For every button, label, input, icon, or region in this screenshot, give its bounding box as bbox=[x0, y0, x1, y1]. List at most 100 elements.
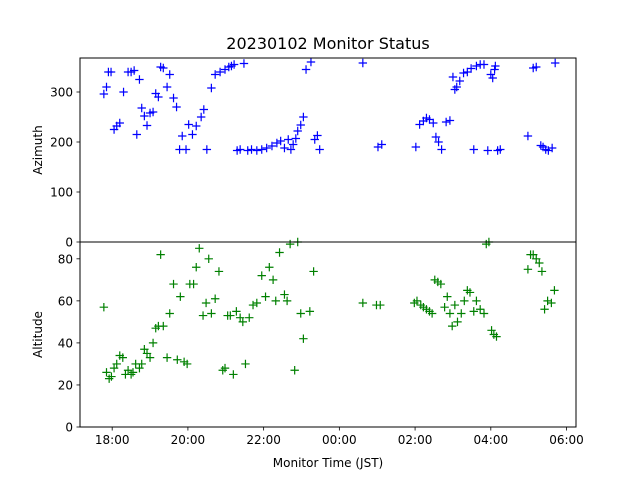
azimuth-point bbox=[550, 58, 560, 68]
altitude-point bbox=[112, 359, 121, 369]
altitude-point bbox=[268, 275, 278, 285]
altitude-point bbox=[492, 332, 501, 341]
altitude-point bbox=[107, 372, 116, 381]
azimuth-point bbox=[437, 145, 446, 154]
altitude-point bbox=[436, 279, 446, 289]
azimuth-series bbox=[99, 57, 560, 155]
altitude-y-tick-label: 60 bbox=[58, 294, 73, 308]
altitude-y-tick-label: 80 bbox=[58, 252, 73, 266]
azimuth-y-tick-label: 300 bbox=[50, 86, 73, 100]
altitude-point bbox=[550, 286, 559, 295]
altitude-point bbox=[238, 317, 248, 327]
azimuth-point bbox=[313, 131, 322, 140]
azimuth-point bbox=[459, 68, 468, 78]
azimuth-point bbox=[243, 146, 252, 155]
altitude-point bbox=[476, 305, 485, 314]
azimuth-point bbox=[523, 131, 533, 141]
azimuth-point bbox=[377, 140, 386, 149]
azimuth-point bbox=[455, 76, 464, 86]
x-tick-label: 04:00 bbox=[474, 433, 509, 447]
altitude-point bbox=[229, 370, 238, 379]
altitude-point bbox=[282, 296, 292, 306]
azimuth-point bbox=[291, 134, 301, 143]
azimuth-point bbox=[358, 58, 368, 68]
azimuth-point bbox=[199, 105, 209, 114]
altitude-point bbox=[140, 345, 149, 354]
altitude-plot-frame bbox=[79, 241, 577, 428]
altitude-point bbox=[207, 309, 216, 318]
altitude-point bbox=[487, 326, 496, 335]
altitude-point bbox=[156, 250, 165, 259]
azimuth-point bbox=[469, 145, 478, 154]
altitude-point bbox=[204, 254, 213, 264]
azimuth-panel: 0 100 200 300 Azimuth bbox=[31, 57, 577, 250]
altitude-y-axis: 0 20 40 60 80 bbox=[58, 252, 80, 435]
azimuth-point bbox=[106, 67, 116, 77]
azimuth-point bbox=[215, 67, 225, 77]
altitude-point bbox=[241, 359, 250, 369]
azimuth-point bbox=[235, 145, 245, 154]
azimuth-point bbox=[247, 145, 256, 154]
azimuth-point bbox=[196, 112, 206, 122]
altitude-point bbox=[460, 296, 469, 306]
altitude-point bbox=[169, 279, 178, 289]
altitude-point bbox=[445, 309, 455, 318]
altitude-point bbox=[537, 267, 547, 276]
azimuth-point bbox=[172, 102, 181, 112]
azimuth-point bbox=[229, 60, 239, 69]
altitude-point bbox=[265, 263, 274, 272]
altitude-point bbox=[145, 353, 155, 362]
altitude-point bbox=[280, 290, 289, 299]
azimuth-point bbox=[137, 103, 146, 113]
azimuth-point bbox=[169, 93, 178, 103]
altitude-point bbox=[109, 363, 119, 373]
altitude-point bbox=[443, 292, 452, 301]
azimuth-point bbox=[463, 67, 472, 77]
azimuth-point bbox=[301, 65, 311, 74]
azimuth-point bbox=[284, 135, 293, 144]
azimuth-point bbox=[272, 138, 282, 148]
azimuth-point bbox=[165, 70, 174, 79]
altitude-point bbox=[128, 368, 138, 377]
altitude-point bbox=[305, 307, 315, 316]
azimuth-point bbox=[434, 137, 443, 147]
azimuth-point bbox=[159, 63, 168, 73]
x-tick-label: 00:00 bbox=[322, 433, 357, 447]
azimuth-point bbox=[448, 72, 458, 82]
altitude-point bbox=[535, 258, 544, 268]
altitude-point bbox=[210, 294, 220, 303]
altitude-point bbox=[245, 313, 254, 322]
altitude-point bbox=[376, 300, 385, 310]
azimuth-point bbox=[162, 82, 172, 92]
altitude-point bbox=[290, 366, 299, 375]
azimuth-point bbox=[202, 145, 212, 154]
altitude-y-tick-label: 40 bbox=[58, 336, 73, 350]
azimuth-point bbox=[181, 145, 191, 154]
azimuth-point bbox=[119, 87, 128, 97]
altitude-point bbox=[479, 309, 489, 318]
altitude-point bbox=[159, 321, 168, 331]
azimuth-point bbox=[441, 117, 451, 127]
azimuth-y-axis: 0 100 200 300 bbox=[50, 86, 80, 250]
azimuth-point bbox=[411, 142, 421, 152]
altitude-point bbox=[252, 298, 262, 308]
azimuth-point bbox=[466, 64, 476, 73]
altitude-point bbox=[465, 288, 475, 297]
altitude-point bbox=[472, 296, 481, 306]
azimuth-point bbox=[102, 82, 111, 92]
azimuth-point bbox=[445, 116, 455, 125]
azimuth-point bbox=[210, 70, 220, 79]
altitude-point bbox=[189, 279, 198, 289]
altitude-point bbox=[275, 248, 284, 257]
azimuth-point bbox=[115, 118, 124, 128]
azimuth-point bbox=[288, 140, 298, 149]
altitude-point bbox=[309, 267, 318, 276]
azimuth-point bbox=[431, 132, 441, 142]
azimuth-point bbox=[496, 145, 505, 154]
azimuth-point bbox=[532, 62, 541, 72]
azimuth-y-tick-label: 100 bbox=[50, 186, 73, 200]
altitude-point bbox=[173, 355, 182, 364]
azimuth-point bbox=[286, 145, 296, 154]
altitude-point bbox=[296, 309, 305, 318]
